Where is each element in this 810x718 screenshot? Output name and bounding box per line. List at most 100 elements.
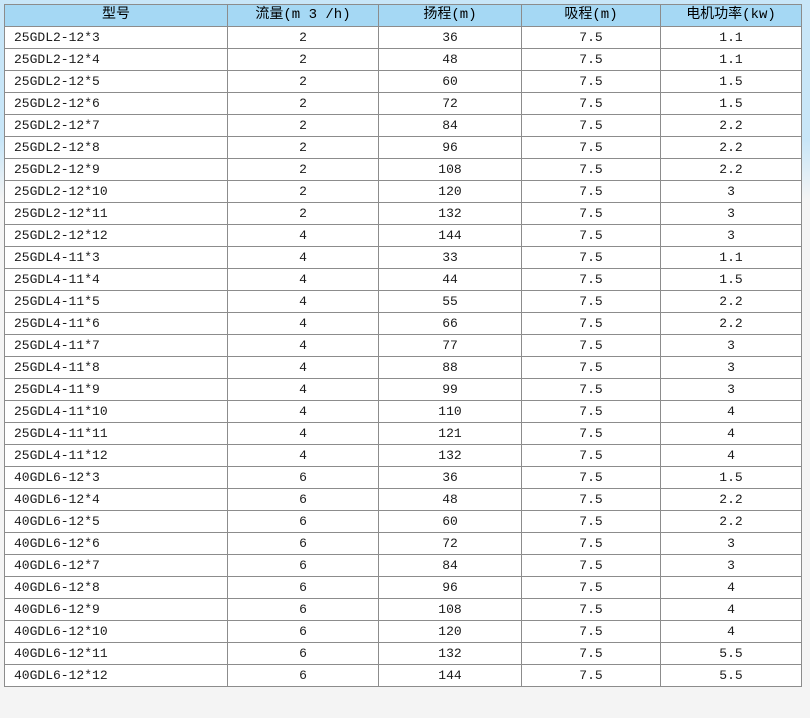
table-row: 25GDL2-12*3 2 36 7.5 1.1: [4, 26, 802, 49]
flow-cell: 6: [227, 554, 379, 577]
model-cell: 40GDL6-12*11: [4, 642, 228, 665]
model-cell: 40GDL6-12*10: [4, 620, 228, 643]
head-cell: 88: [378, 356, 522, 379]
flow-cell: 4: [227, 400, 379, 423]
table-row: 25GDL2-12*5 2 60 7.5 1.5: [4, 70, 802, 93]
flow-cell: 2: [227, 158, 379, 181]
head-cell: 48: [378, 488, 522, 511]
power-cell: 2.2: [660, 136, 802, 159]
flow-cell: 4: [227, 268, 379, 291]
head-cell: 144: [378, 224, 522, 247]
model-cell: 40GDL6-12*4: [4, 488, 228, 511]
head-cell: 96: [378, 576, 522, 599]
table-row: 25GDL2-12*11 2 132 7.5 3: [4, 202, 802, 225]
table-row: 25GDL4-11*10 4 110 7.5 4: [4, 400, 802, 423]
suction-cell: 7.5: [521, 488, 661, 511]
head-cell: 77: [378, 334, 522, 357]
suction-cell: 7.5: [521, 620, 661, 643]
table-row: 40GDL6-12*8 6 96 7.5 4: [4, 576, 802, 599]
power-cell: 4: [660, 598, 802, 621]
suction-cell: 7.5: [521, 378, 661, 401]
table-row: 25GDL4-11*4 4 44 7.5 1.5: [4, 268, 802, 291]
power-cell: 3: [660, 356, 802, 379]
flow-cell: 4: [227, 290, 379, 313]
power-cell: 2.2: [660, 290, 802, 313]
suction-cell: 7.5: [521, 598, 661, 621]
power-cell: 1.1: [660, 26, 802, 49]
power-cell: 2.2: [660, 488, 802, 511]
suction-cell: 7.5: [521, 334, 661, 357]
flow-cell: 2: [227, 136, 379, 159]
power-cell: 1.5: [660, 92, 802, 115]
table-row: 25GDL4-11*12 4 132 7.5 4: [4, 444, 802, 467]
flow-cell: 6: [227, 642, 379, 665]
table-row: 25GDL4-11*6 4 66 7.5 2.2: [4, 312, 802, 335]
table-row: 25GDL4-11*11 4 121 7.5 4: [4, 422, 802, 445]
head-cell: 72: [378, 92, 522, 115]
head-cell: 72: [378, 532, 522, 555]
table-header: 型号 流量(m 3 /h) 扬程(m) 吸程(m) 电机功率(kw): [4, 4, 802, 27]
model-cell: 25GDL2-12*8: [4, 136, 228, 159]
model-cell: 25GDL2-12*5: [4, 70, 228, 93]
head-cell: 121: [378, 422, 522, 445]
head-cell: 120: [378, 620, 522, 643]
model-cell: 25GDL4-11*4: [4, 268, 228, 291]
power-cell: 1.1: [660, 48, 802, 71]
model-cell: 25GDL2-12*3: [4, 26, 228, 49]
model-cell: 40GDL6-12*3: [4, 466, 228, 489]
head-cell: 44: [378, 268, 522, 291]
power-cell: 3: [660, 378, 802, 401]
flow-cell: 6: [227, 620, 379, 643]
power-cell: 2.2: [660, 510, 802, 533]
model-cell: 25GDL2-12*4: [4, 48, 228, 71]
pump-spec-table: 型号 流量(m 3 /h) 扬程(m) 吸程(m) 电机功率(kw) 25GDL…: [4, 4, 802, 687]
suction-cell: 7.5: [521, 312, 661, 335]
suction-cell: 7.5: [521, 466, 661, 489]
power-cell: 3: [660, 180, 802, 203]
suction-cell: 7.5: [521, 664, 661, 687]
flow-cell: 6: [227, 488, 379, 511]
flow-cell: 2: [227, 114, 379, 137]
suction-cell: 7.5: [521, 26, 661, 49]
table-row: 25GDL2-12*12 4 144 7.5 3: [4, 224, 802, 247]
head-cell: 33: [378, 246, 522, 269]
power-cell: 3: [660, 554, 802, 577]
table-row: 25GDL2-12*4 2 48 7.5 1.1: [4, 48, 802, 71]
flow-cell: 2: [227, 70, 379, 93]
suction-cell: 7.5: [521, 510, 661, 533]
flow-cell: 6: [227, 598, 379, 621]
suction-cell: 7.5: [521, 400, 661, 423]
head-cell: 60: [378, 510, 522, 533]
flow-cell: 6: [227, 466, 379, 489]
head-cell: 84: [378, 554, 522, 577]
power-cell: 3: [660, 334, 802, 357]
power-cell: 5.5: [660, 642, 802, 665]
flow-cell: 4: [227, 444, 379, 467]
power-cell: 3: [660, 532, 802, 555]
flow-cell: 2: [227, 26, 379, 49]
head-cell: 132: [378, 444, 522, 467]
power-cell: 2.2: [660, 114, 802, 137]
model-cell: 25GDL4-11*12: [4, 444, 228, 467]
head-cell: 48: [378, 48, 522, 71]
model-cell: 25GDL4-11*5: [4, 290, 228, 313]
table-row: 25GDL4-11*9 4 99 7.5 3: [4, 378, 802, 401]
head-cell: 144: [378, 664, 522, 687]
table-row: 40GDL6-12*9 6 108 7.5 4: [4, 598, 802, 621]
table-row: 40GDL6-12*3 6 36 7.5 1.5: [4, 466, 802, 489]
power-cell: 1.5: [660, 70, 802, 93]
model-cell: 25GDL4-11*6: [4, 312, 228, 335]
model-cell: 25GDL2-12*11: [4, 202, 228, 225]
model-cell: 25GDL4-11*8: [4, 356, 228, 379]
column-header-head: 扬程(m): [378, 4, 522, 27]
power-cell: 4: [660, 400, 802, 423]
head-cell: 132: [378, 202, 522, 225]
model-cell: 40GDL6-12*6: [4, 532, 228, 555]
table-row: 25GDL4-11*5 4 55 7.5 2.2: [4, 290, 802, 313]
model-cell: 25GDL4-11*7: [4, 334, 228, 357]
suction-cell: 7.5: [521, 356, 661, 379]
head-cell: 84: [378, 114, 522, 137]
table-row: 25GDL2-12*10 2 120 7.5 3: [4, 180, 802, 203]
power-cell: 5.5: [660, 664, 802, 687]
model-cell: 40GDL6-12*12: [4, 664, 228, 687]
